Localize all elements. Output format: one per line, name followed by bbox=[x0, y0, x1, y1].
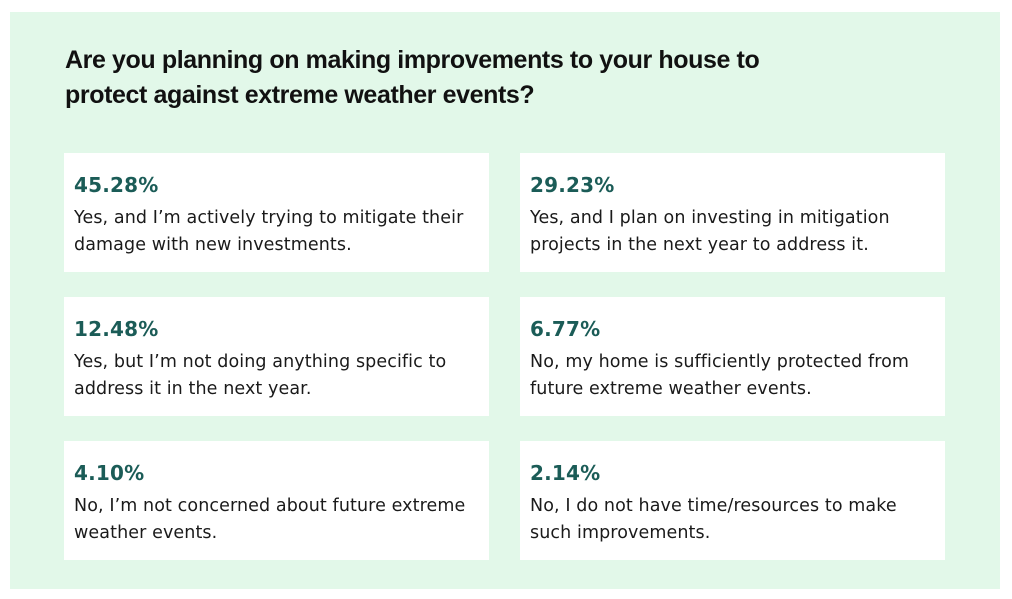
answer-percent: 4.10% bbox=[74, 461, 145, 485]
answer-label: No, I’m not concerned about future extre… bbox=[74, 496, 466, 543]
answer-label: No, my home is sufficiently protected fr… bbox=[530, 352, 910, 399]
answer-card-3: 12.48% Yes, but I’m not doing anything s… bbox=[64, 297, 489, 416]
answer-label: Yes, and I plan on investing in mitigati… bbox=[530, 208, 890, 255]
answer-card-5: 4.10% No, I’m not concerned about future… bbox=[64, 441, 489, 560]
answer-percent: 45.28% bbox=[74, 173, 159, 197]
answer-card-2: 29.23% Yes, and I plan on investing in m… bbox=[520, 153, 945, 272]
survey-panel: Are you planning on making improvements … bbox=[10, 12, 1000, 589]
answer-percent: 29.23% bbox=[530, 173, 615, 197]
answer-label: Yes, and I’m actively trying to mitigate… bbox=[74, 208, 464, 255]
survey-question-title: Are you planning on making improvements … bbox=[65, 46, 760, 109]
answer-card-1: 45.28% Yes, and I’m actively trying to m… bbox=[64, 153, 489, 272]
answer-percent: 6.77% bbox=[530, 317, 601, 341]
answer-percent: 2.14% bbox=[530, 461, 601, 485]
answer-percent: 12.48% bbox=[74, 317, 159, 341]
answer-label: Yes, but I’m not doing anything specific… bbox=[74, 352, 447, 399]
answer-label: No, I do not have time/resources to make… bbox=[530, 496, 897, 543]
answer-card-6: 2.14% No, I do not have time/resources t… bbox=[520, 441, 945, 560]
answer-card-4: 6.77% No, my home is sufficiently protec… bbox=[520, 297, 945, 416]
